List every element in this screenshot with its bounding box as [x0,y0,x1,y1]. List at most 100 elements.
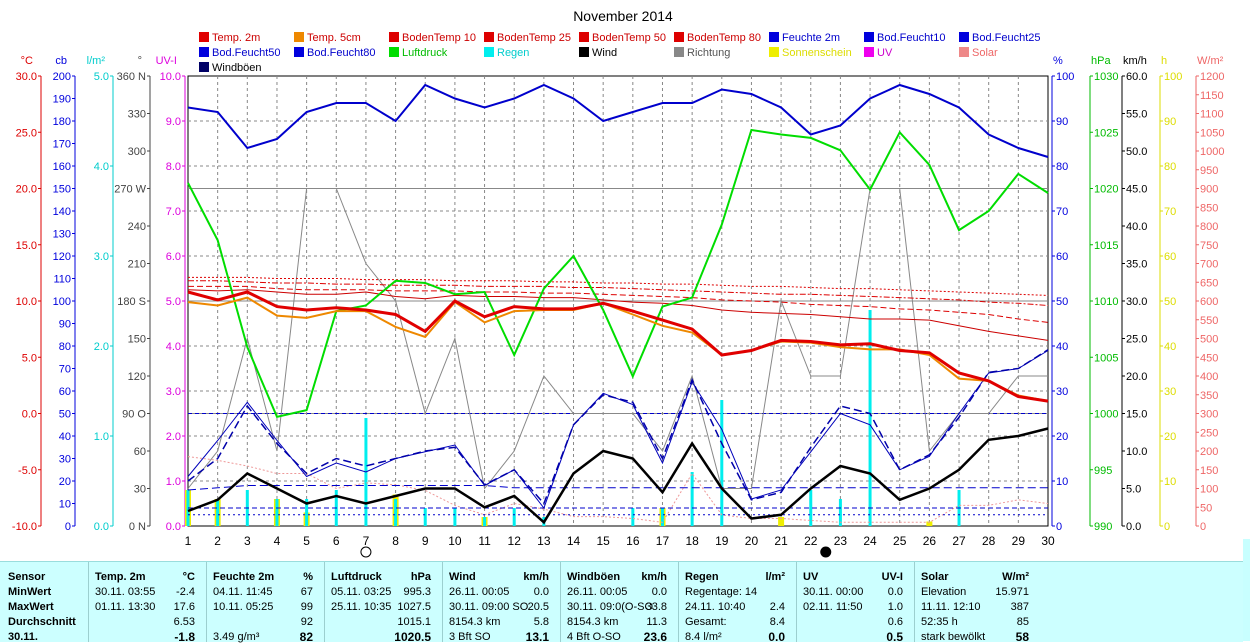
rain-bar [631,508,635,526]
cell-value: 1027.5 [397,601,431,613]
legend-label-bod-feucht10: Bod.Feucht10 [877,32,946,44]
cell-value: 2.4 [769,601,785,613]
axis-tick-label: 240 [128,221,146,233]
axis-tick-label: 30 [1164,386,1176,398]
x-tick-label: 26 [923,534,937,548]
axis-tick-label: 1005 [1094,352,1118,364]
table-column-wind: Wind km/h 26.11. 00:05 0.0 30.11. 09:00 SO 20… [442,562,561,644]
legend-label-temp-2m: Temp. 2m [212,32,260,44]
axis-tick-label: 160 [53,161,71,173]
legend-label-solar: Solar [972,47,998,59]
x-tick-label: 21 [774,534,788,548]
scrollbar[interactable] [1243,539,1250,641]
axis-tick-label: 3.0 [94,251,109,263]
axis-tick-label: 50.0 [1126,146,1147,158]
axis-tick-label: 80 [1056,161,1068,173]
cell-info: stark bewölkt [921,631,986,643]
x-tick-label: 6 [333,534,340,548]
axis-tick-label: 0.0 [1126,521,1141,533]
cell-value: 11.3 [646,616,667,628]
x-tick-label: 28 [982,534,996,548]
cell-info: Gesamt: [685,616,727,628]
cell-value: 67 [300,586,313,598]
x-tick-label: 12 [508,534,522,548]
x-tick-label: 2 [214,534,221,548]
cell-value: -2.4 [176,586,195,598]
legend-swatch-bodentemp-25 [484,32,494,42]
full-moon-icon [360,546,372,558]
x-tick-label: 11 [478,534,491,548]
axis-tick-label: 300 [1200,409,1218,421]
cell-value: 0.0 [533,586,549,598]
legend-swatch-feuchte-2m [769,32,779,42]
cell-info: 04.11. 11:45 [213,586,273,598]
legend-swatch-wind [579,47,589,57]
legend-swatch-bodentemp-10 [389,32,399,42]
legend-swatch-luftdruck [389,47,399,57]
axis-tick-label: 7.0 [166,206,181,218]
legend-label-luftdruck: Luftdruck [402,47,448,59]
legend-swatch-bod-feucht80 [294,47,304,57]
cell-value: -1.8 [174,630,195,644]
rain-bar [423,508,427,526]
axis-tick-label: 2.0 [94,341,109,353]
axis-tick-label: 120 [128,371,146,383]
legend-swatch-temp-5cm [294,32,304,42]
cell-value: 1.0 [887,601,903,613]
axis-tick-label: 140 [53,206,71,218]
x-tick-label: 20 [745,534,759,548]
axis-tick-label: 330 [128,109,146,121]
axis-tick-label: 1200 [1200,71,1224,83]
axis-tick-label: 5.0 [1126,484,1141,496]
axis-tick-label: 30 [59,454,71,466]
table-column-temp-2m: Temp. 2m °C 30.11. 03:55 -2.4 01.11. 13:30 17… [88,562,207,644]
axis-tick-label: 15.0 [16,240,37,252]
axis-tick-label: 60.0 [1126,71,1147,83]
axis-tick-label: 0 [65,521,71,533]
cell-value: 23.6 [643,630,667,644]
axis-tick-label: 10.0 [16,296,37,308]
cell-value: 995.3 [403,586,431,598]
axis-tick-label: 60 [1056,251,1068,263]
cell-value: 387 [1010,601,1029,613]
x-tick-label: 8 [392,534,399,548]
cell-info: 8.4 l/m² [685,631,722,643]
row-label-sensor: Sensor [8,571,46,583]
x-tick-label: 30 [1041,534,1055,548]
axis-unit-w-m: W/m² [1197,55,1224,67]
rain-bar [216,499,220,526]
row-label-maxwert: MaxWert [8,601,54,613]
axis-tick-label: 50 [1164,296,1176,308]
cell-info: 30.11. 00:00 [803,586,864,598]
legend-label-feuchte-2m: Feuchte 2m [782,32,840,44]
axis-tick-label: 1025 [1094,127,1118,139]
series-solar [187,456,1049,523]
column-unit: km/h [641,571,667,583]
statistics-table: Sensor MinWert MaxWert Durchschnitt 30.11. Te… [0,561,1243,644]
axis-unit-km-h: km/h [1123,55,1147,67]
x-tick-label: 18 [685,534,699,548]
legend-swatch-temp-2m [199,32,209,42]
axis-tick-label: 200 [53,71,71,83]
axis-unit-hpa: hPa [1091,55,1111,67]
axis-tick-label: 5.0 [94,71,109,83]
series-bodentemp-10 [187,289,1049,341]
x-tick-label: 10 [448,534,462,548]
axis-tick-label: 40 [59,431,71,443]
column-unit: l/m² [765,571,785,583]
cell-info: 8154.3 km [449,616,501,628]
x-tick-label: 24 [863,534,877,548]
axis-tick-label: 4.0 [166,341,181,353]
axis-tick-label: 950 [1200,165,1218,177]
cell-info: 30.11. 03:55 [95,586,156,598]
axis-tick-label: 6.0 [166,251,181,263]
legend-label-bod-feucht50: Bod.Feucht50 [212,47,281,59]
x-tick-label: 14 [567,534,581,548]
legend-label-regen: Regen [497,47,529,59]
cell-value: 20.5 [527,601,549,613]
axis-tick-label: 40.0 [1126,221,1147,233]
cell-value: 0.0 [651,586,667,598]
axis-tick-label: 8.0 [166,161,181,173]
cell-value: 13.1 [525,630,549,644]
axis-tick-label: 30.0 [1126,296,1147,308]
